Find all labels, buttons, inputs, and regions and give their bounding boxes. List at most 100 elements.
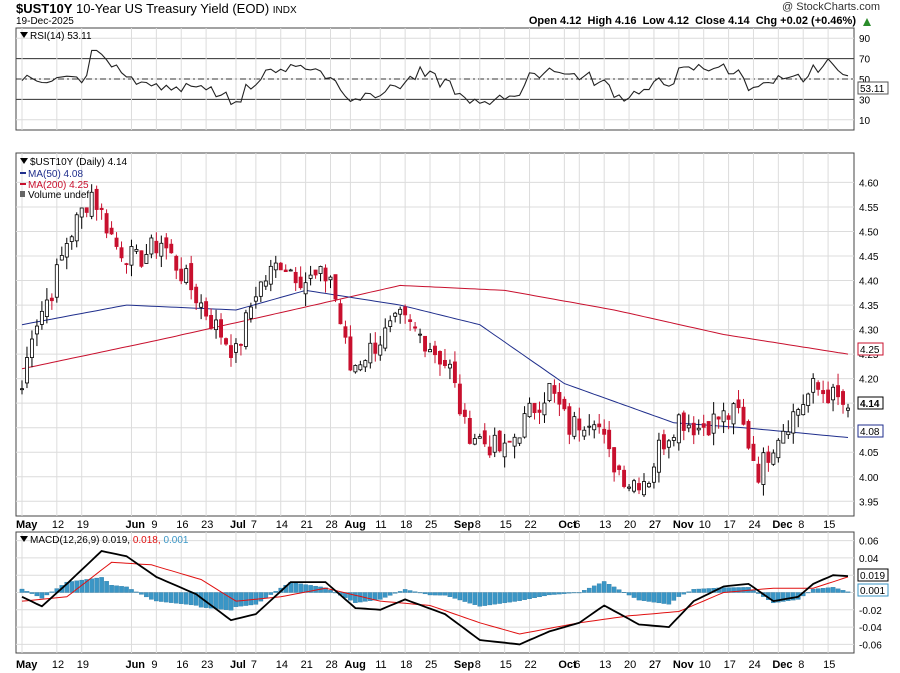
x-tick-label: 16 <box>176 519 188 531</box>
histogram-bar <box>412 591 418 593</box>
candle <box>522 406 527 439</box>
price-tick-label: 4.20 <box>859 375 879 386</box>
histogram-bar <box>771 592 776 604</box>
histogram-bar <box>44 592 50 596</box>
histogram-bar <box>437 592 443 596</box>
histogram-bar <box>586 587 592 593</box>
candle <box>781 424 786 444</box>
x-tick-label: 18 <box>400 519 412 531</box>
price-tick-label: 4.35 <box>859 301 879 312</box>
candle <box>318 265 323 282</box>
x-tick-label: 23 <box>201 659 213 671</box>
histogram-bar <box>781 592 786 602</box>
histogram-bar <box>577 592 582 594</box>
candle <box>487 435 492 458</box>
candle <box>751 436 756 461</box>
candles <box>20 184 850 497</box>
histogram-bar <box>397 591 403 593</box>
candle <box>34 319 39 347</box>
candle <box>661 429 666 456</box>
price-tick-label: 4.40 <box>859 277 879 288</box>
x-tick-label: Jun <box>125 659 145 671</box>
candle <box>64 237 69 270</box>
svg-text:4.14: 4.14 <box>860 399 880 410</box>
svg-text:4.25: 4.25 <box>860 345 880 356</box>
x-tick-label: Dec <box>772 519 792 531</box>
x-tick-label: 9 <box>151 659 157 671</box>
histogram-bar <box>452 592 458 599</box>
histogram-bar <box>263 592 269 599</box>
x-tick-label: 17 <box>724 659 736 671</box>
histogram-bar <box>810 588 816 593</box>
x-tick-label: Jul <box>230 659 246 671</box>
candle <box>587 414 592 436</box>
histogram-bar <box>74 580 80 593</box>
histogram-bar <box>308 585 313 593</box>
histogram-bar <box>517 592 522 601</box>
candle <box>671 434 676 447</box>
candle <box>99 203 104 220</box>
price-tick-label: 4.60 <box>859 178 879 189</box>
candle <box>766 445 771 472</box>
candle <box>278 262 283 271</box>
macd-signal-line <box>21 561 849 635</box>
candle <box>29 330 34 368</box>
x-tick-label: 16 <box>176 659 188 671</box>
histogram-bar <box>467 592 473 604</box>
symbol: $UST10Y <box>16 1 73 16</box>
x-tick-label: 18 <box>400 659 412 671</box>
histogram-bar <box>99 577 104 593</box>
x-tick-label: Jun <box>125 519 145 531</box>
candle <box>801 394 806 416</box>
histogram-bar <box>387 592 393 596</box>
candle <box>836 373 841 406</box>
price-tick-label: 3.95 <box>859 497 879 508</box>
candle <box>452 351 457 388</box>
candle <box>442 348 447 369</box>
chart-title: $UST10Y 10-Year US Treasury Yield (EOD) … <box>16 1 297 16</box>
candle <box>537 401 542 425</box>
x-tick-label: 10 <box>699 519 711 531</box>
x-tick-label: 8 <box>798 519 804 531</box>
candle <box>572 411 577 440</box>
rsi-tick-label: 50 <box>859 75 871 86</box>
histogram-bar <box>502 592 507 604</box>
legend-ma200: MA(200) 4.25 <box>28 180 89 191</box>
x-tick-label: 13 <box>599 519 611 531</box>
x-tick-label: 22 <box>525 659 537 671</box>
svg-text:0.019: 0.019 <box>860 571 885 582</box>
histogram-bar <box>532 592 537 599</box>
candle <box>189 255 194 300</box>
rsi-line <box>21 49 849 106</box>
histogram-bar <box>661 592 667 604</box>
candle <box>169 239 174 254</box>
candle <box>238 343 243 356</box>
candle <box>323 264 328 293</box>
candle <box>602 419 607 444</box>
candle <box>821 380 826 404</box>
histogram-bar <box>472 592 478 605</box>
rsi-tick-label: 30 <box>859 95 871 106</box>
histogram-bar <box>273 591 279 593</box>
histogram-bar <box>382 592 388 598</box>
x-tick-label: 19 <box>77 659 89 671</box>
histogram-bar <box>129 589 134 593</box>
candle <box>651 463 656 489</box>
candle <box>841 389 845 414</box>
x-tick-label: Oct <box>558 659 577 671</box>
candle <box>846 403 850 418</box>
candle <box>676 413 681 451</box>
x-tick-label: May <box>16 519 38 531</box>
x-tick-label: 21 <box>301 659 313 671</box>
x-tick-label: Dec <box>772 659 792 671</box>
histogram-bar <box>427 592 433 596</box>
x-tick-label: Nov <box>673 659 695 671</box>
candle <box>736 390 741 414</box>
x-tick-label: 27 <box>649 519 661 531</box>
macd-histogram <box>19 577 851 611</box>
histogram-bar <box>373 592 378 601</box>
histogram-bar <box>159 592 164 602</box>
